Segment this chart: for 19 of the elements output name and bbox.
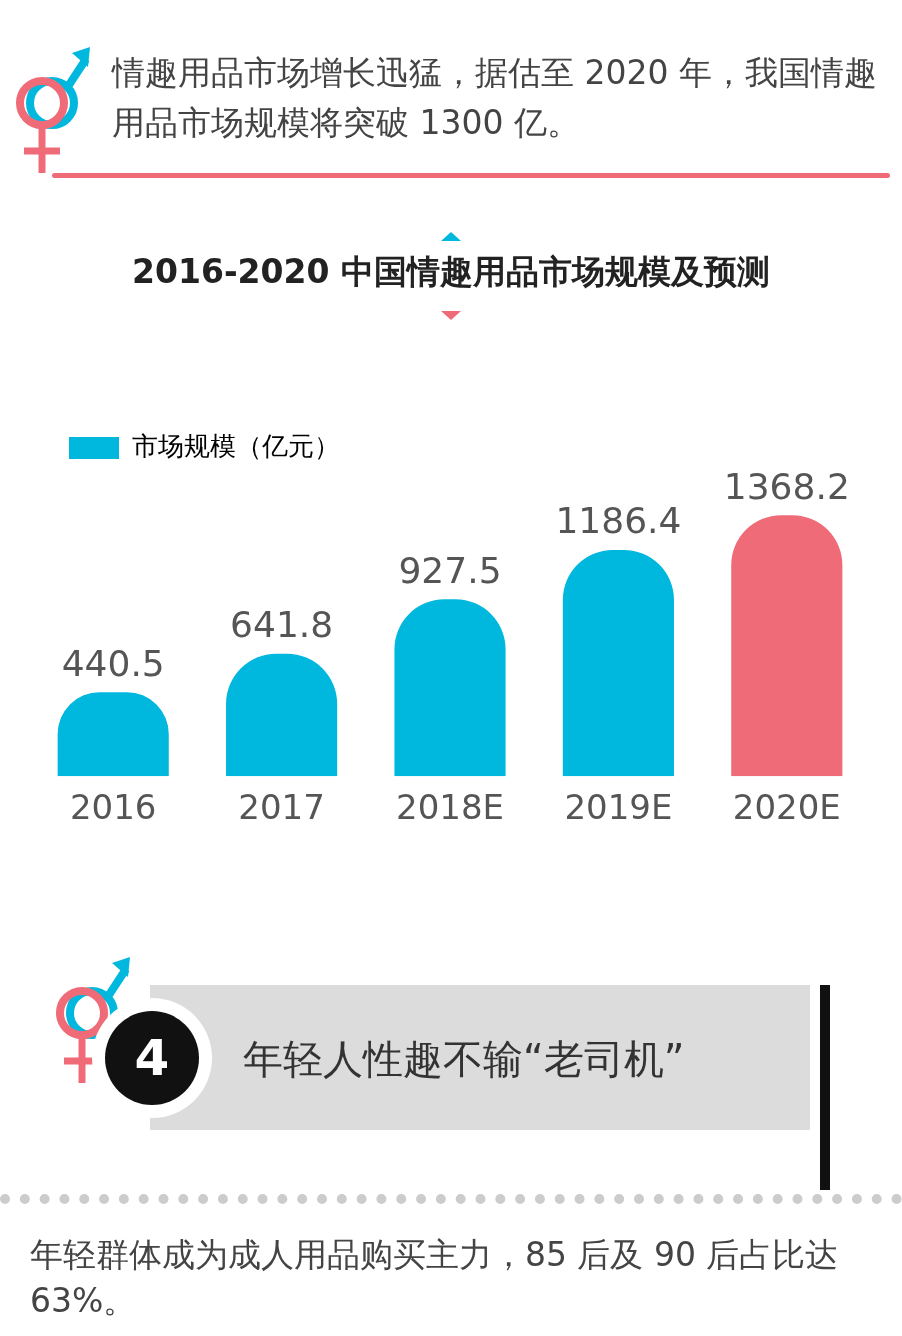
x-tick-label: 2019E bbox=[564, 787, 673, 828]
x-tick-label: 2017 bbox=[238, 787, 325, 828]
legend-label: 市场规模（亿元） bbox=[132, 430, 340, 461]
text: 年轻群体成为成人用品购买主力，85 后及 90 后占比达 63%。 bbox=[30, 1234, 840, 1322]
data-label: 927.5 bbox=[398, 549, 502, 591]
data-label: 440.5 bbox=[61, 642, 165, 684]
text: 年轻人性趣不输“老司机” bbox=[243, 1035, 685, 1084]
data-label: 1186.4 bbox=[555, 500, 682, 542]
bar bbox=[562, 549, 674, 777]
text: 4 bbox=[105, 1011, 199, 1105]
x-tick-label: 2016 bbox=[69, 787, 157, 828]
data-label: 641.8 bbox=[230, 604, 334, 646]
bar bbox=[731, 515, 843, 777]
x-tick-label: 2020E bbox=[732, 787, 841, 828]
chart-title: 2016-2020 中国情趣用品市场规模及预测 bbox=[131, 251, 771, 293]
text: 情趣用品市场增长迅猛，据估至 2020 年，我国情趣用品市场规模将突破 1300 亿。 bbox=[112, 52, 878, 144]
bar bbox=[394, 599, 506, 777]
x-tick-label: 2018E bbox=[395, 787, 505, 828]
data-label: 1368.2 bbox=[723, 465, 850, 507]
